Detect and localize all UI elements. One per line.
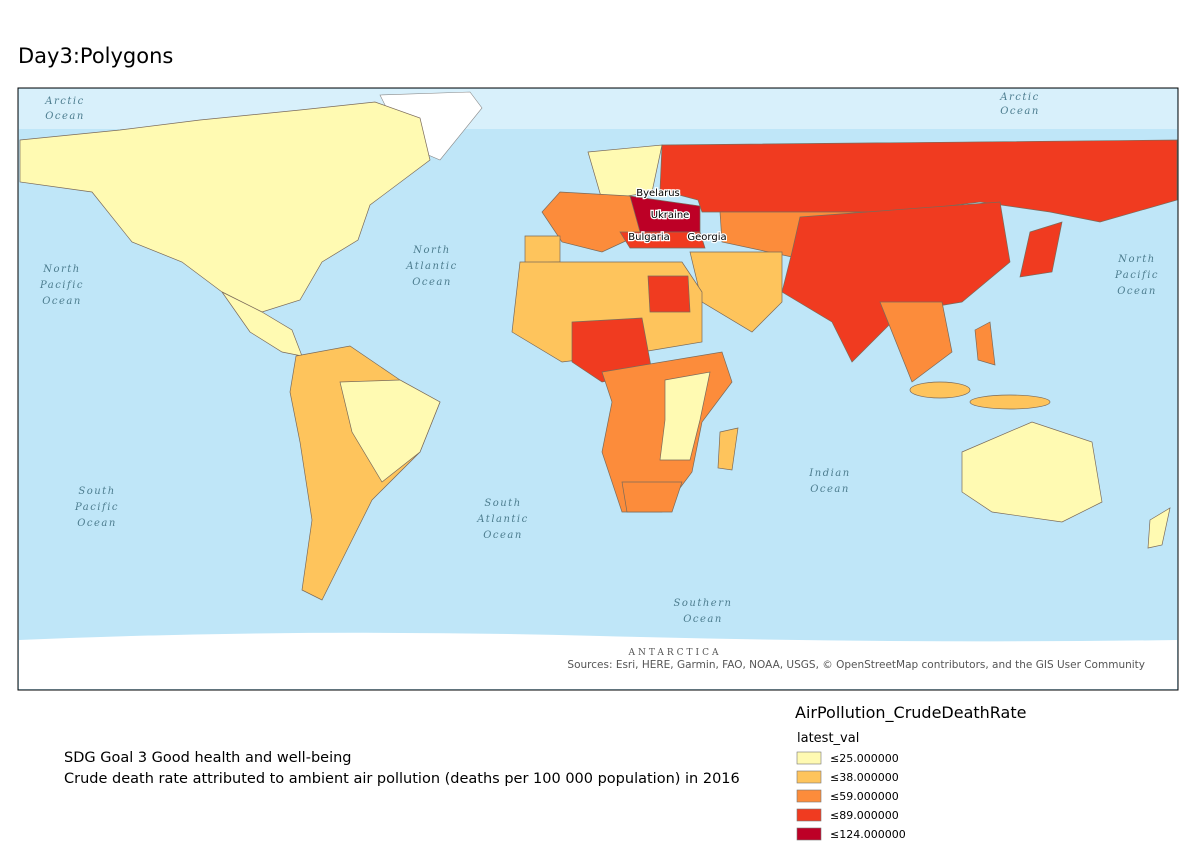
legend-rows: ≤25.000000 ≤38.000000 ≤59.000000 ≤89.000000…	[796, 751, 906, 841]
ocean-label: North Pacific Ocean	[1114, 254, 1159, 297]
country-region	[1147, 507, 1171, 549]
ocean-label: South Atlantic Ocean	[476, 498, 528, 541]
country-region	[1019, 221, 1063, 278]
country-region	[621, 481, 683, 513]
country-region	[717, 427, 739, 471]
ocean-label: North Pacific Ocean	[39, 264, 84, 307]
legend-label: ≤124.000000	[830, 828, 906, 841]
country-region	[19, 101, 431, 313]
page-title: Day3:Polygons	[18, 44, 173, 68]
legend-title: AirPollution_CrudeDeathRate	[795, 703, 1026, 723]
legend-label: ≤38.000000	[830, 771, 899, 784]
attribution: Sources: Esri, HERE, Garmin, FAO, NOAA, …	[567, 659, 1145, 671]
ocean-label: North Atlantic Ocean	[405, 245, 457, 288]
country-region	[587, 144, 663, 201]
legend-swatch	[796, 751, 822, 765]
legend-swatch	[796, 827, 822, 841]
country-region	[974, 321, 996, 366]
country-label: Georgia	[687, 232, 726, 243]
antarctica	[19, 632, 1177, 689]
legend-label: ≤25.000000	[830, 752, 899, 765]
antarctica-label: ANTARCTICA	[628, 648, 722, 658]
legend-swatch	[796, 789, 822, 803]
country-region	[969, 394, 1051, 410]
ocean-label: South Pacific Ocean	[74, 486, 119, 529]
country-region	[909, 381, 971, 399]
country-region	[961, 421, 1103, 523]
ocean-label: Indian Ocean	[808, 468, 850, 495]
legend-field: latest_val	[797, 731, 859, 746]
country-region	[339, 379, 441, 483]
ocean-label: Arctic Ocean	[44, 96, 85, 122]
country-label: Byelarus	[636, 188, 680, 199]
country-region	[619, 231, 706, 249]
country-region	[659, 371, 711, 461]
map: Arctic Ocean Arctic Ocean North Pacific Ocea…	[17, 87, 1179, 691]
caption: SDG Goal 3 Good health and well-being	[64, 750, 352, 766]
country-label: Bulgaria	[628, 232, 669, 243]
country-label: Ukraine	[651, 210, 690, 221]
country-region	[524, 235, 561, 264]
legend-label: ≤89.000000	[830, 809, 899, 822]
legend-swatch	[796, 808, 822, 822]
country-region	[647, 275, 691, 313]
country-region	[879, 301, 953, 383]
legend: AirPollution_CrudeDeathRate latest_val ≤…	[795, 703, 1026, 841]
ocean-label: Southern Ocean	[674, 598, 733, 625]
caption: Crude death rate attributed to ambient a…	[64, 771, 740, 787]
legend-swatch	[796, 770, 822, 784]
country-region	[781, 201, 1011, 363]
ocean-label: Arctic Ocean	[999, 92, 1040, 117]
legend-label: ≤59.000000	[830, 790, 899, 803]
